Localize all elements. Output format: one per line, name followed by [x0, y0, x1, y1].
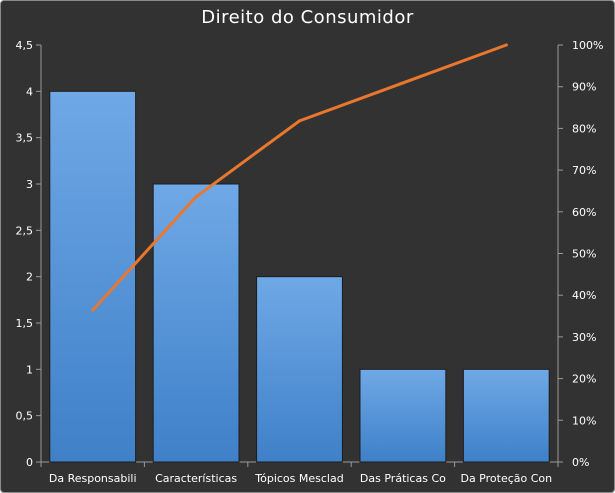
bar	[152, 183, 240, 463]
y-tick-label: 3	[26, 178, 33, 191]
y-tick-label: 3,5	[16, 132, 34, 145]
bar	[256, 276, 343, 463]
line-point	[194, 195, 198, 199]
bars	[49, 90, 550, 463]
labels: 0 0,5 1 1,5 2 2,5 3 3,5 4 4,5 0% 10% 20% 30% 40% 50% 60%…	[16, 39, 604, 485]
y2-tick-label: 40%	[572, 289, 596, 302]
y2-tick-label: 60%	[572, 206, 596, 219]
y2-tick-label: 70%	[572, 164, 596, 177]
y-tick-label: 4	[26, 85, 33, 98]
y2-tick-label: 10%	[572, 414, 596, 427]
x-category-label: Da Proteção Con	[460, 472, 552, 485]
y2-tick-label: 50%	[572, 248, 596, 261]
y-tick-label: 1,5	[16, 317, 34, 330]
x-category-label: Características	[155, 472, 237, 485]
y2-tick-label: 0%	[572, 456, 589, 469]
y-tick-label: 0,5	[16, 410, 34, 423]
x-category-label: Das Práticas Co	[360, 472, 446, 485]
chart-title: Direito do Consumidor	[201, 7, 414, 28]
y2-tick-label: 30%	[572, 331, 596, 344]
y-tick-label: 4,5	[16, 39, 34, 52]
y-tick-label: 0	[26, 456, 33, 469]
bar	[462, 368, 550, 463]
line-point	[298, 119, 301, 123]
x-category-label: Da Responsabili	[49, 472, 137, 485]
x-category-label: Tópicos Mesclad	[254, 472, 343, 485]
line-point	[504, 43, 508, 47]
y2-tick-label: 80%	[572, 122, 596, 135]
bar	[359, 368, 447, 463]
line-point	[401, 81, 405, 85]
y2-tick-label: 90%	[572, 81, 596, 94]
y2-tick-label: 20%	[572, 373, 596, 386]
line-point	[91, 308, 95, 312]
y-tick-label: 2,5	[16, 224, 34, 237]
cumulative-line-group	[91, 43, 508, 312]
y-tick-label: 1	[26, 363, 33, 376]
y2-tick-label: 100%	[572, 39, 603, 52]
y-tick-label: 2	[26, 271, 33, 284]
